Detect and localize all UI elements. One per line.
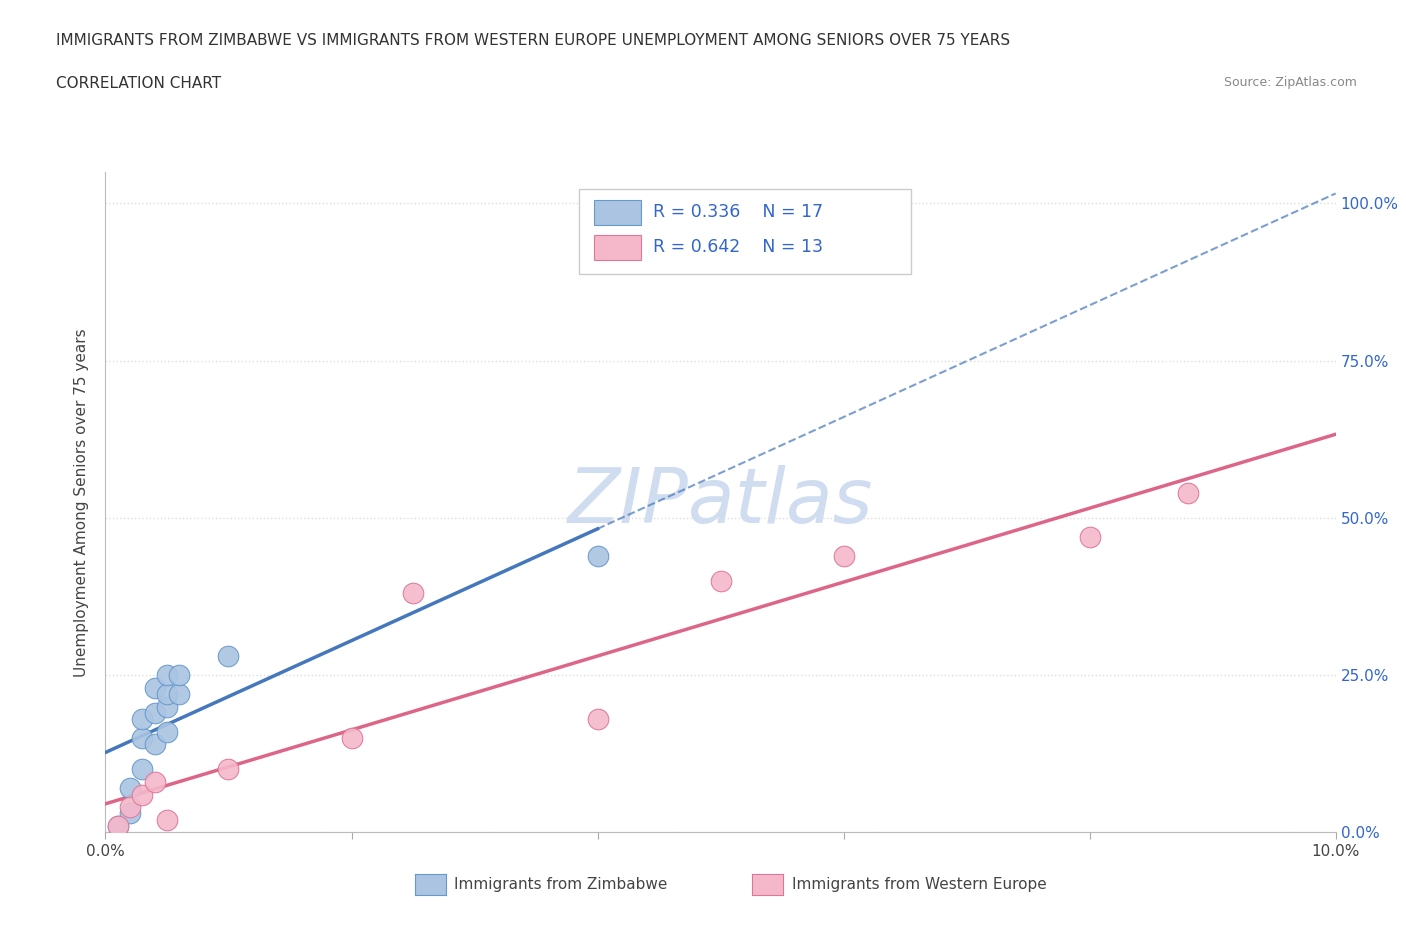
Text: Immigrants from Western Europe: Immigrants from Western Europe: [792, 877, 1046, 892]
FancyBboxPatch shape: [579, 189, 911, 274]
Point: [131, 787, 153, 802]
Point: [107, 818, 129, 833]
Bar: [593, 234, 641, 259]
Point: [169, 686, 191, 701]
Point: [143, 775, 166, 790]
Bar: [593, 200, 641, 225]
Point: [143, 706, 166, 721]
Point: [120, 781, 141, 796]
Point: [143, 680, 166, 695]
Text: CORRELATION CHART: CORRELATION CHART: [56, 76, 221, 91]
Point: [832, 548, 855, 563]
Point: [131, 711, 153, 726]
Point: [156, 812, 179, 827]
Point: [218, 649, 240, 664]
Text: IMMIGRANTS FROM ZIMBABWE VS IMMIGRANTS FROM WESTERN EUROPE UNEMPLOYMENT AMONG SE: IMMIGRANTS FROM ZIMBABWE VS IMMIGRANTS F…: [56, 33, 1011, 47]
Point: [107, 818, 129, 833]
Point: [586, 548, 609, 563]
Point: [586, 711, 609, 726]
Text: Immigrants from Zimbabwe: Immigrants from Zimbabwe: [454, 877, 668, 892]
Y-axis label: Unemployment Among Seniors over 75 years: Unemployment Among Seniors over 75 years: [75, 328, 90, 676]
Point: [156, 668, 179, 683]
Point: [1078, 529, 1101, 544]
Point: [120, 800, 141, 815]
Point: [218, 762, 240, 777]
Point: [156, 724, 179, 739]
Point: [143, 737, 166, 751]
Text: ZIPatlas: ZIPatlas: [568, 465, 873, 539]
Point: [1177, 485, 1199, 500]
Point: [402, 586, 425, 601]
Point: [131, 762, 153, 777]
Point: [120, 806, 141, 821]
Text: R = 0.336    N = 17: R = 0.336 N = 17: [652, 204, 823, 221]
Point: [169, 668, 191, 683]
Point: [131, 731, 153, 746]
Point: [340, 731, 363, 746]
Text: Source: ZipAtlas.com: Source: ZipAtlas.com: [1223, 76, 1357, 89]
Text: R = 0.642    N = 13: R = 0.642 N = 13: [652, 238, 823, 257]
Point: [156, 699, 179, 714]
Point: [156, 686, 179, 701]
Point: [710, 574, 733, 589]
